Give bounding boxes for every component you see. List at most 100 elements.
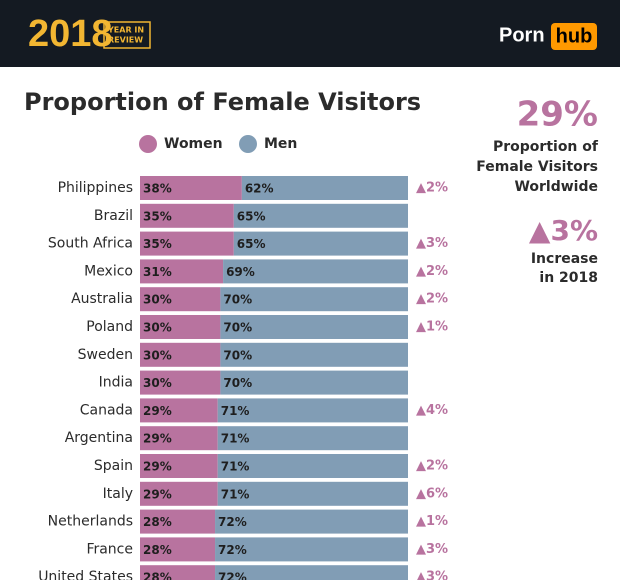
badge-box [103,21,151,49]
data-label: 72% [218,543,247,557]
y-tick-label: United States [38,569,133,580]
change-label: ▲2% [416,181,448,196]
bar [217,426,408,451]
data-label: 70% [223,293,252,307]
data-label: 62% [245,182,274,196]
data-label: 28% [143,543,172,557]
data-label: 30% [143,348,172,362]
bar [140,370,221,395]
data-label: 71% [221,432,250,446]
badge-line: REVIEW [108,36,143,45]
change-label: ▲6% [416,486,448,501]
change-label: ▲2% [416,459,448,474]
bar [140,481,218,506]
y-tick-label: Australia [71,291,133,307]
data-label: 30% [143,321,172,335]
bar [217,481,408,506]
data-label: 35% [143,237,172,251]
bar [233,203,408,228]
data-label: 30% [143,293,172,307]
bar [140,565,216,580]
bar [223,259,408,284]
y-tick-label: Brazil [94,208,133,224]
y-tick-label: Netherlands [48,514,133,530]
bar [233,231,408,256]
data-label: 65% [237,237,266,251]
logo-right: hub [556,25,593,47]
bar [215,509,408,534]
y-tick-label: South Africa [48,236,133,252]
logo-left: Porn [499,24,545,46]
data-label: 29% [143,487,172,501]
y-tick-label: Spain [94,458,133,474]
change-label: ▲4% [416,403,448,418]
y-tick-label: France [86,541,133,557]
data-label: 31% [143,265,172,279]
change-label: ▲3% [416,236,448,251]
change-label: ▲2% [416,292,448,307]
bar [215,565,408,580]
data-label: 65% [237,209,266,223]
bar [140,315,221,339]
bar [140,509,216,534]
bar [140,426,218,451]
stat-label: Worldwide [514,179,598,195]
year: 2018 [28,13,113,55]
data-label: 72% [218,515,247,529]
data-label: 71% [221,487,250,501]
data-label: 28% [143,571,172,580]
bar [140,287,221,312]
legend-swatch [139,135,157,153]
bar [140,176,242,200]
legend-swatch [239,135,257,153]
data-label: 30% [143,376,172,390]
change-label: ▲1% [416,320,448,335]
change-label: ▲1% [416,514,448,529]
data-label: 71% [221,460,250,474]
data-label: 29% [143,432,172,446]
change-label: ▲3% [416,570,448,580]
data-label: 70% [223,321,252,335]
bar [140,203,234,228]
stat-label: in 2018 [539,270,598,286]
data-label: 29% [143,404,172,418]
legend-label: Men [264,136,297,152]
change-label: ▲2% [416,264,448,279]
change-label: ▲3% [416,542,448,557]
bar [140,342,221,367]
bar [241,176,408,200]
data-label: 29% [143,460,172,474]
data-label: 71% [221,404,250,418]
data-label: 38% [143,182,172,196]
data-label: 28% [143,515,172,529]
y-tick-label: Poland [86,319,133,335]
data-label: 72% [218,571,247,580]
stat-label: Increase [531,251,598,267]
y-tick-label: Philippines [58,180,133,196]
stat-label: Proportion of [493,139,599,155]
legend-label: Women [164,136,223,152]
bar [140,454,218,478]
stat-value: ▲3% [529,214,598,247]
chart-title: Proportion of Female Visitors [24,88,421,116]
y-tick-label: Italy [103,486,133,502]
bar [217,454,408,478]
stat-value: 29% [517,95,598,135]
y-tick-label: Mexico [84,263,133,279]
data-label: 70% [223,376,252,390]
bar [215,537,408,562]
bar [217,398,408,423]
y-tick-label: Argentina [65,430,133,446]
bar [220,370,408,395]
data-label: 35% [143,209,172,223]
bar [220,287,408,312]
y-tick-label: India [99,375,133,391]
stat-label: Female Visitors [476,159,598,175]
logo-box [551,23,597,50]
bar [140,259,224,284]
bar [140,537,216,562]
bar [140,231,234,256]
data-label: 70% [223,348,252,362]
